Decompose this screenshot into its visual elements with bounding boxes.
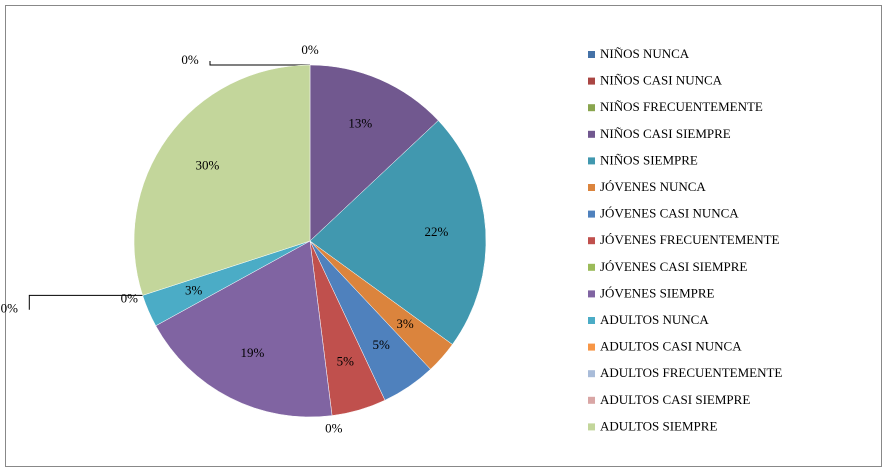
legend-swatch [588, 317, 595, 324]
pie-slice [309, 64, 439, 242]
legend-swatch [588, 130, 595, 138]
legend-swatch [588, 237, 595, 245]
data-label: 0% [325, 420, 343, 435]
legend-label: ADULTOS SIEMPRE [600, 418, 717, 433]
legend-label: JÓVENES FRECUENTEMENTE [600, 232, 780, 247]
legend-label: ADULTOS FRECUENTEMENTE [600, 365, 782, 380]
data-label: 3% [185, 282, 203, 297]
legend-label: JÓVENES CASI NUNCA [600, 206, 739, 221]
legend-swatch [588, 51, 595, 58]
legend-label: ADULTOS NUNCA [600, 312, 709, 327]
legend-label: NIÑOS SIEMPRE [600, 152, 698, 167]
legend-label: NIÑOS FRECUENTEMENTE [600, 99, 763, 114]
legend-swatch [588, 157, 595, 165]
data-label: 19% [241, 345, 265, 360]
data-label: 3% [396, 316, 414, 331]
data-label: 5% [337, 354, 355, 369]
leader-line [209, 61, 310, 66]
legend-label: JÓVENES NUNCA [600, 179, 706, 194]
legend-swatch [588, 396, 595, 404]
data-label: 13% [348, 116, 372, 131]
legend-swatch [588, 104, 595, 112]
data-label: 22% [425, 224, 449, 239]
legend-swatch [588, 290, 595, 298]
legend-swatch [588, 77, 595, 85]
legend-swatch [588, 343, 595, 351]
legend-label: JÓVENES CASI SIEMPRE [600, 259, 747, 274]
legend-swatch [588, 370, 595, 378]
legend-swatch [588, 184, 595, 191]
legend-label: ADULTOS CASI NUNCA [600, 339, 742, 354]
data-label: 0% [1, 301, 19, 316]
legend-label: NIÑOS NUNCA [600, 46, 690, 61]
pie-slice [133, 64, 311, 296]
pie-slice [155, 240, 333, 418]
data-label: 30% [196, 158, 220, 173]
legend-label: JÓVENES SIEMPRE [600, 285, 715, 300]
legend-swatch [588, 423, 595, 431]
leader-line [28, 294, 143, 310]
data-label: 0% [181, 52, 199, 67]
legend-label: NIÑOS CASI SIEMPRE [600, 126, 731, 141]
legend-label: NIÑOS CASI NUNCA [600, 73, 723, 88]
pie-slice [309, 120, 487, 345]
data-label: 5% [373, 337, 391, 352]
data-label: 0% [121, 291, 139, 306]
legend-swatch [588, 263, 595, 271]
data-label: 0% [301, 42, 319, 57]
legend-swatch [588, 210, 595, 218]
legend-label: ADULTOS CASI SIEMPRE [600, 392, 750, 407]
